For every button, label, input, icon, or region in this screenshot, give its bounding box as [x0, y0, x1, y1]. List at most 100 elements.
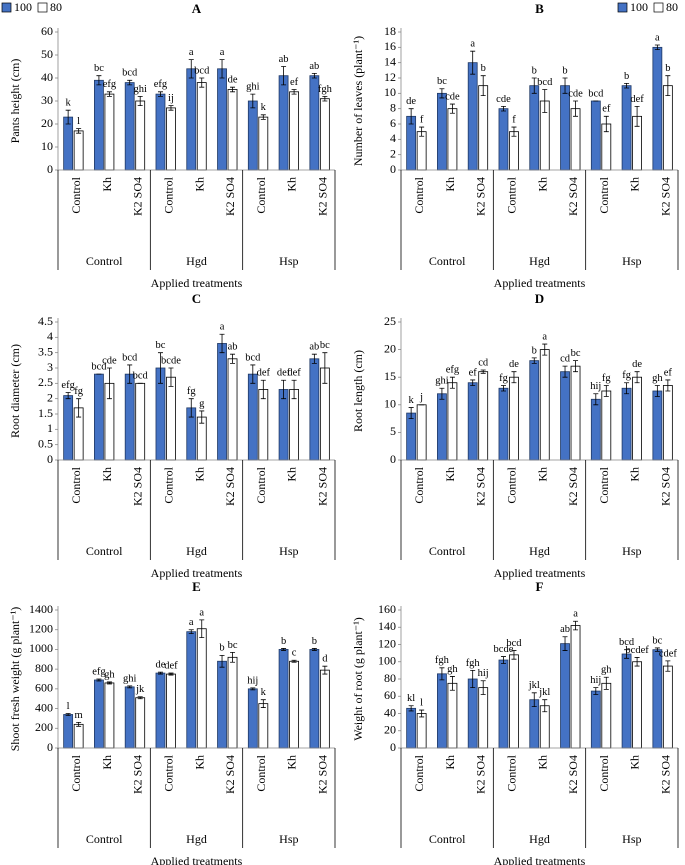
error-bar: [511, 126, 517, 137]
group-label: Control: [86, 832, 123, 846]
legend-swatch: [653, 2, 664, 13]
significance-letter: ef: [664, 367, 673, 378]
significance-letter: efg: [446, 365, 460, 376]
bar: [289, 660, 299, 749]
error-bar: [96, 75, 102, 86]
error-bar: [480, 369, 486, 374]
legend-swatch: [37, 2, 48, 13]
bar: [560, 643, 570, 749]
legend-label: 80: [666, 0, 678, 14]
x-tick-label: Kh: [100, 177, 114, 192]
group-label: Control: [429, 832, 466, 846]
bar: [227, 89, 238, 171]
bar: [662, 85, 673, 171]
x-axis-label: Applied treatments: [151, 276, 243, 290]
error-bar: [542, 343, 548, 356]
error-bar: [230, 86, 236, 93]
x-tick-label: Control: [412, 466, 426, 503]
significance-letter: def: [257, 368, 271, 379]
error-bar: [500, 385, 506, 392]
error-bar: [562, 77, 568, 94]
group-label: Control: [429, 544, 466, 558]
bar: [319, 98, 330, 171]
significance-letter: ab: [309, 61, 319, 72]
significance-letter: de: [406, 96, 416, 107]
y-tick-label: 600: [35, 681, 53, 695]
error-bar: [157, 91, 163, 97]
error-bar: [449, 376, 455, 389]
significance-letter: ghi: [435, 376, 449, 387]
group-label: Control: [429, 254, 466, 268]
x-tick-label: K2 SO4: [658, 177, 672, 216]
bar: [416, 713, 427, 749]
error-bar: [593, 687, 599, 695]
significance-letter: jk: [135, 684, 145, 695]
error-bar: [127, 364, 133, 384]
bar: [196, 628, 207, 749]
error-bar: [439, 387, 445, 400]
y-tick-label: 4.5: [38, 314, 53, 328]
bar: [227, 656, 238, 749]
significance-letter: b: [481, 63, 486, 74]
x-tick-label: K2 SO4: [131, 755, 145, 794]
bar: [217, 660, 227, 749]
bar: [529, 360, 540, 461]
significance-letter: hij: [247, 675, 258, 686]
significance-letter: de: [156, 660, 166, 671]
bar: [406, 412, 417, 461]
significance-letter: hij: [590, 675, 601, 686]
bar: [467, 382, 478, 461]
error-bar: [449, 676, 455, 691]
bar: [247, 100, 258, 171]
x-tick-label: Kh: [443, 467, 457, 482]
error-bar: [250, 364, 256, 384]
y-tick-label: 80: [384, 671, 396, 685]
x-tick-label: Control: [254, 466, 268, 503]
y-tick-label: 200: [35, 720, 53, 734]
significance-letter: ij: [168, 93, 174, 104]
y-tick-label: 1.5: [38, 406, 53, 420]
error-bar: [188, 59, 194, 79]
bar: [560, 371, 570, 461]
error-bar: [65, 392, 71, 400]
significance-letter: ab: [560, 624, 570, 635]
significance-letter: def: [277, 368, 291, 379]
x-tick-label: K2 SO4: [658, 467, 672, 506]
bar: [437, 673, 447, 749]
error-bar: [250, 687, 256, 691]
y-tick-label: 16: [384, 39, 396, 53]
significance-letter: a: [220, 322, 225, 333]
bar: [498, 108, 509, 171]
x-tick-label: Control: [504, 466, 518, 503]
x-tick-label: Control: [412, 176, 426, 213]
significance-letter: cde: [445, 91, 460, 102]
bar: [166, 673, 176, 749]
y-tick-label: 10: [384, 397, 396, 411]
bar: [621, 653, 632, 749]
x-axis-label: Applied treatments: [494, 854, 586, 865]
legend-label: 100: [630, 0, 648, 14]
significance-letter: bcd: [91, 362, 107, 373]
error-bar: [562, 636, 568, 651]
error-bar: [219, 654, 225, 668]
error-bar: [542, 89, 548, 113]
significance-letter: efg: [61, 380, 75, 391]
bar: [258, 389, 269, 461]
error-bar: [106, 681, 112, 685]
x-tick-label: Kh: [192, 177, 206, 192]
significance-letter: a: [573, 609, 578, 620]
legend-swatch: [1, 2, 12, 13]
error-bar: [168, 105, 174, 111]
error-bar: [322, 352, 328, 384]
x-tick-label: Control: [504, 176, 518, 213]
bar: [478, 371, 489, 461]
error-bar: [65, 713, 71, 716]
error-bar: [199, 619, 205, 638]
significance-letter: k: [261, 687, 267, 698]
error-bar: [188, 629, 194, 635]
significance-letter: bc: [571, 348, 581, 359]
bar: [124, 686, 135, 749]
error-bar: [281, 648, 287, 651]
bar: [289, 91, 299, 171]
